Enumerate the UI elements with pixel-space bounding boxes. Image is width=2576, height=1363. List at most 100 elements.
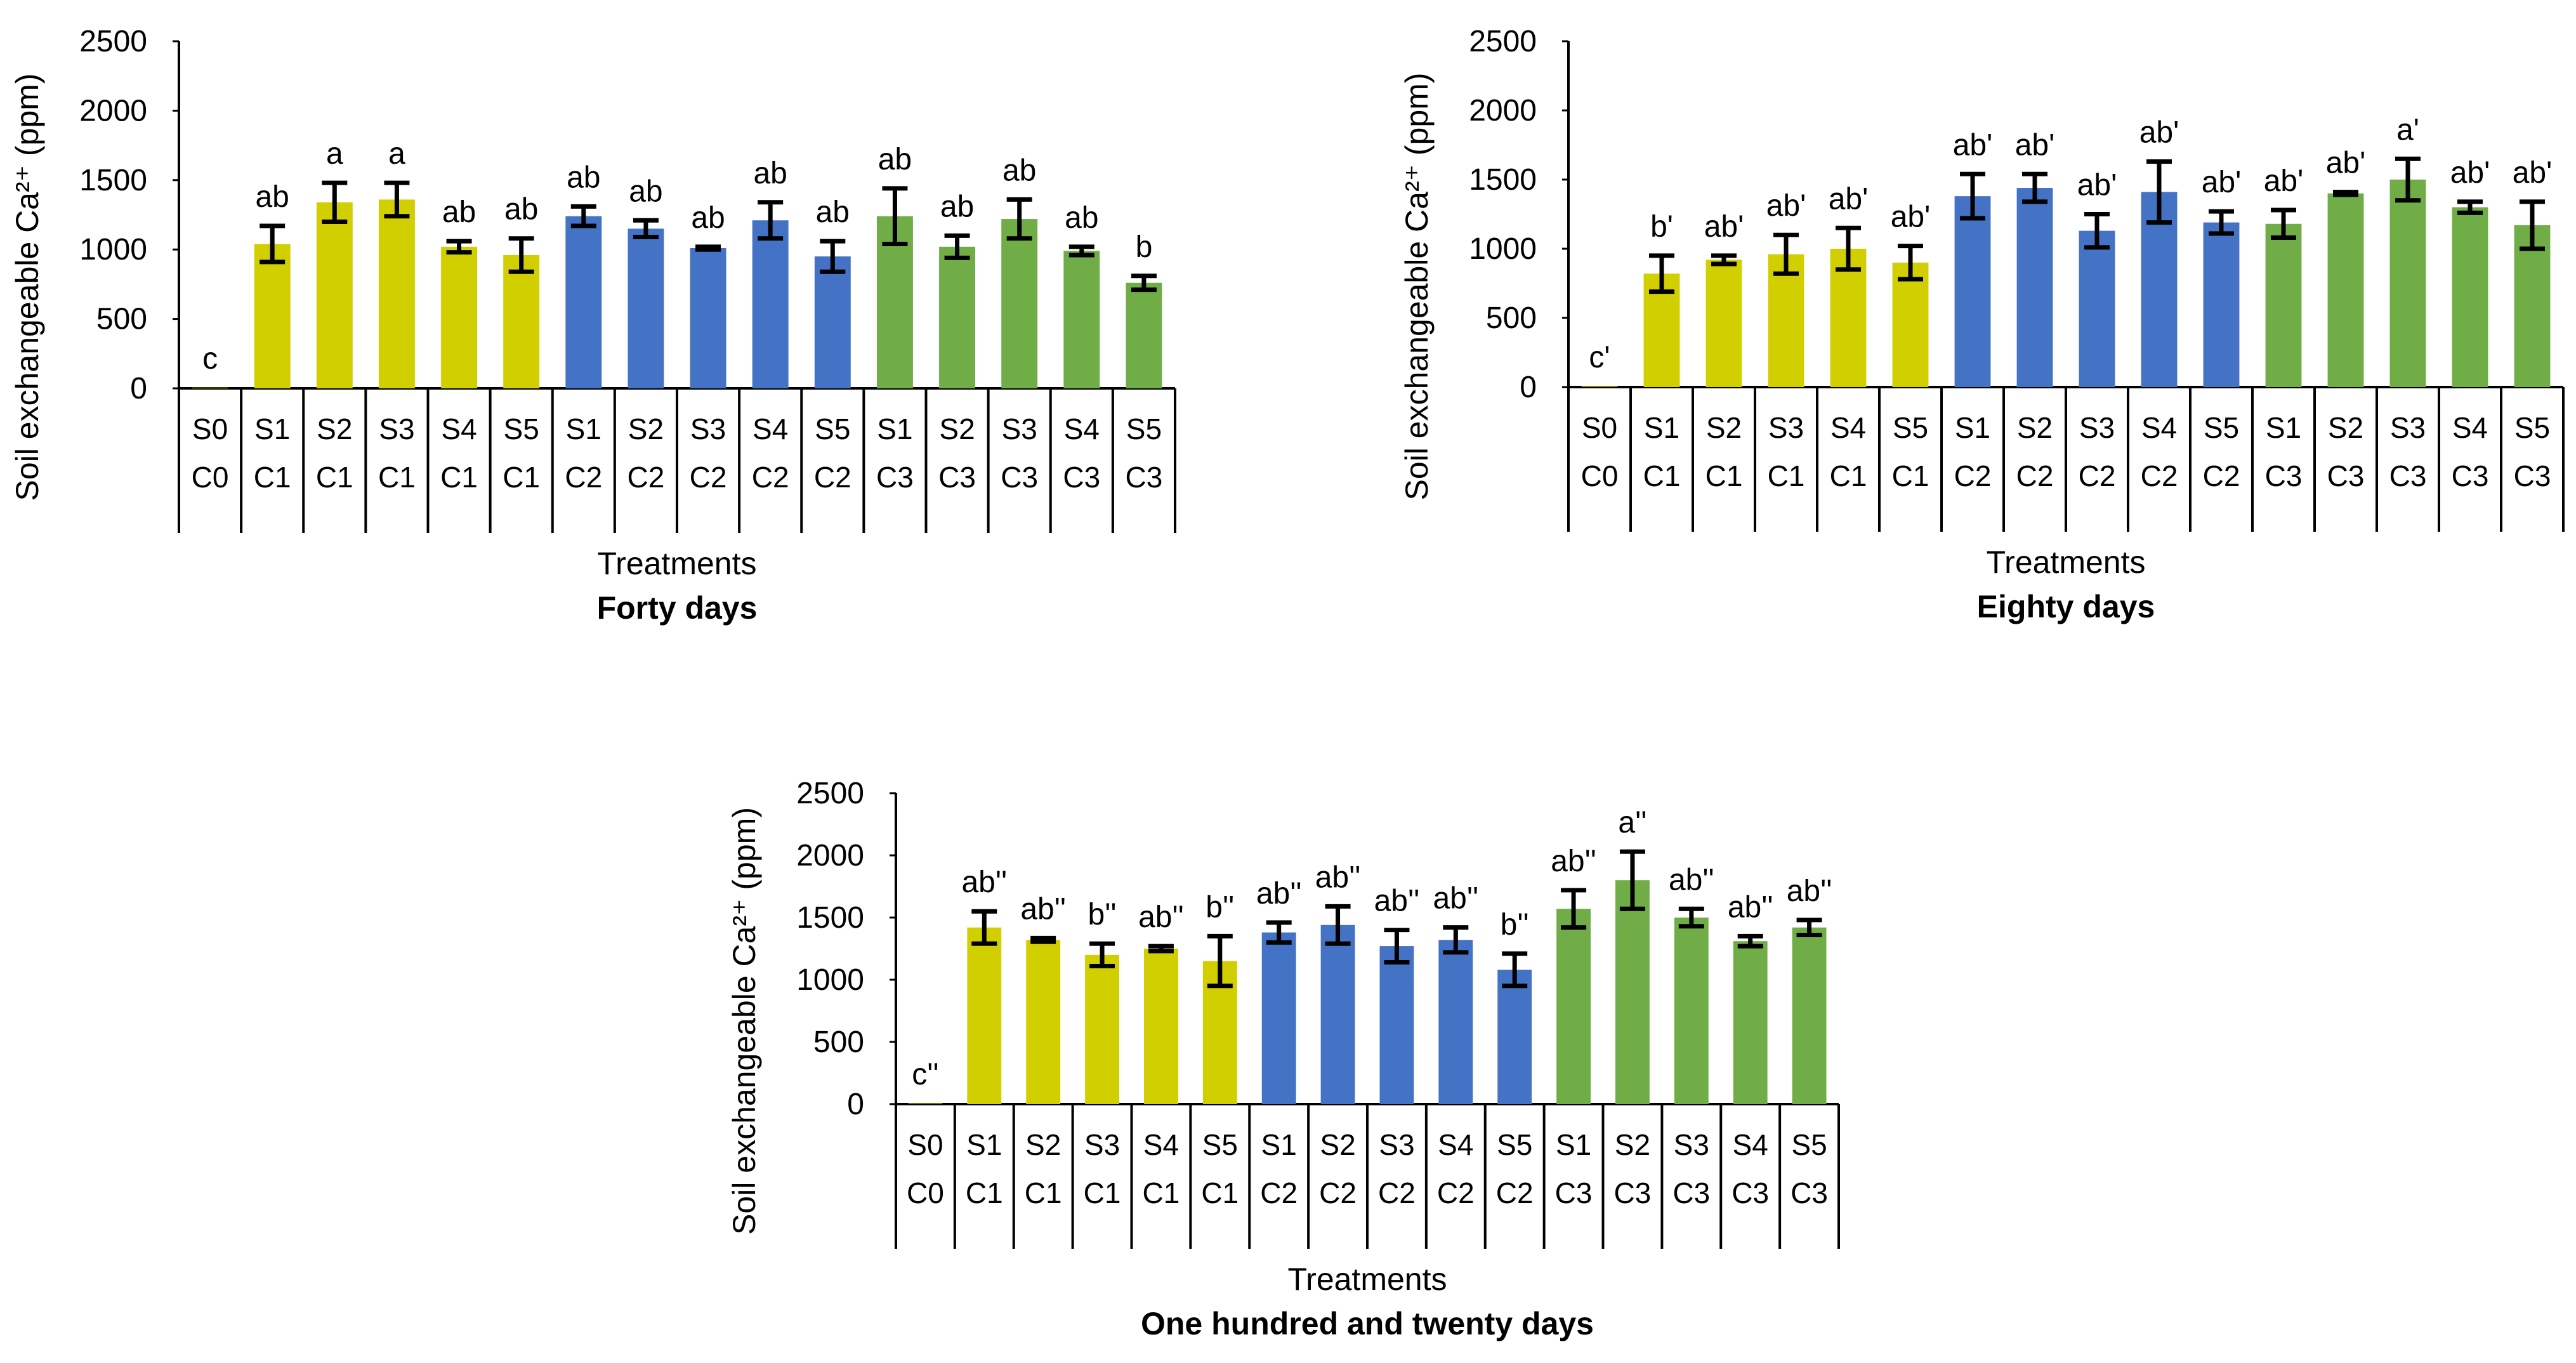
category-compost-label: C1 (1705, 459, 1743, 492)
category-compost-label: C3 (876, 461, 914, 494)
category-soil-label: S4 (752, 412, 788, 445)
category-compost-label: C3 (2327, 459, 2365, 492)
category-compost-label: C2 (1437, 1176, 1475, 1209)
category-compost-label: C2 (814, 461, 851, 494)
category-soil-label: S0 (907, 1128, 943, 1161)
data-label: b'' (1501, 908, 1529, 942)
category-soil-label: S4 (1830, 411, 1866, 444)
category-soil-label: S1 (254, 412, 290, 445)
data-label: ab'' (1374, 885, 1420, 918)
data-label: ab' (1766, 189, 1806, 223)
category-soil-label: S2 (1706, 411, 1742, 444)
data-label: ab'' (1551, 845, 1596, 878)
bar (1674, 918, 1709, 1104)
bar (1581, 386, 1618, 387)
category-soil-label: S4 (2141, 411, 2177, 444)
category-compost-label: C3 (2514, 459, 2551, 492)
data-label: ab (629, 174, 662, 208)
x-axis-title: Treatments (1986, 544, 2145, 580)
category-compost-label: C1 (440, 461, 478, 494)
data-label: b'' (1088, 898, 1117, 932)
data-label: ab (691, 201, 725, 235)
data-label: ab'' (961, 866, 1007, 899)
category-soil-label: S4 (1064, 412, 1100, 445)
category-compost-label: C1 (1643, 459, 1681, 492)
category-compost-label: C3 (2452, 459, 2489, 492)
bar (1556, 909, 1591, 1104)
data-label: c (202, 342, 218, 376)
data-label: ab'' (1315, 860, 1361, 894)
bar (1497, 970, 1532, 1104)
data-label: a' (2396, 113, 2419, 147)
chart-title: Eighty days (1977, 589, 2155, 624)
y-tick-label: 1000 (1469, 232, 1537, 266)
category-compost-label: C3 (1672, 1176, 1710, 1209)
bar (628, 228, 664, 388)
data-label: ab'' (1020, 892, 1066, 926)
bar (690, 248, 726, 388)
category-compost-label: C2 (2203, 459, 2240, 492)
y-tick-label: 2000 (1469, 94, 1537, 128)
x-axis-title: Treatments (597, 546, 756, 581)
data-label: a (326, 137, 343, 171)
category-compost-label: C1 (1084, 1176, 1121, 1209)
y-tick-label: 2500 (796, 777, 864, 810)
category-soil-label: S1 (1955, 411, 1990, 444)
category-soil-label: S5 (1893, 411, 1928, 444)
bar (908, 1103, 943, 1105)
data-label: ab (442, 195, 476, 229)
y-tick-label: 500 (813, 1025, 864, 1059)
category-compost-label: C1 (1830, 459, 1867, 492)
category-compost-label: C1 (1892, 459, 1929, 492)
y-tick-label: 1500 (796, 901, 864, 935)
category-soil-label: S3 (1084, 1128, 1120, 1161)
bar (967, 927, 1002, 1104)
category-soil-label: S5 (1497, 1128, 1532, 1161)
category-compost-label: C3 (1001, 461, 1038, 494)
category-compost-label: C0 (1581, 459, 1619, 492)
y-tick-label: 0 (130, 372, 147, 405)
bar (1063, 251, 1100, 388)
category-compost-label: C2 (628, 461, 665, 494)
data-label: a'' (1618, 806, 1646, 840)
data-label: ab' (2015, 128, 2055, 162)
category-soil-label: S2 (1320, 1128, 1355, 1161)
category-soil-label: S1 (1556, 1128, 1591, 1161)
x-axis-title: Treatments (1287, 1261, 1447, 1297)
data-label: ab'' (1728, 890, 1773, 924)
bar (1026, 940, 1061, 1104)
y-tick-label: 1500 (1469, 163, 1537, 197)
category-compost-label: C2 (1954, 459, 1992, 492)
category-soil-label: S0 (1582, 411, 1617, 444)
bar (2203, 222, 2240, 387)
category-soil-label: S1 (966, 1128, 1002, 1161)
y-tick-label: 1500 (79, 164, 147, 197)
data-label: a (388, 137, 405, 171)
category-compost-label: C2 (2016, 459, 2054, 492)
y-tick-label: 2000 (79, 94, 147, 128)
category-soil-label: S2 (2328, 411, 2363, 444)
data-label: b'' (1206, 890, 1234, 924)
data-label: ab (1002, 154, 1036, 187)
category-compost-label: C3 (1555, 1176, 1593, 1209)
bar (254, 244, 291, 388)
chart-title: One hundred and twenty days (1141, 1306, 1594, 1341)
category-compost-label: C2 (1496, 1176, 1534, 1209)
data-label: ab' (2513, 156, 2553, 190)
data-label: ab (878, 143, 912, 176)
category-soil-label: S4 (1733, 1128, 1768, 1161)
data-label: ab' (1704, 210, 1744, 244)
category-compost-label: C2 (1378, 1176, 1416, 1209)
chart-panel-3: 0 500 1000 1500 2000 2500 c'' S0 C0 ab'' S1 C1 ab'' S… (726, 777, 1840, 1341)
bar (1954, 196, 1991, 387)
category-soil-label: S3 (2390, 411, 2426, 444)
category-compost-label: C1 (503, 461, 540, 494)
category-compost-label: C2 (2079, 459, 2116, 492)
data-label: ab' (2326, 147, 2366, 180)
category-soil-label: S4 (2452, 411, 2488, 444)
data-label: ab' (2139, 116, 2179, 150)
y-axis-title: Soil exchangeable Ca²⁺ (ppm) (10, 74, 45, 501)
bar (1438, 940, 1473, 1104)
data-label: b (1136, 230, 1153, 264)
category-compost-label: C3 (1614, 1176, 1652, 1209)
